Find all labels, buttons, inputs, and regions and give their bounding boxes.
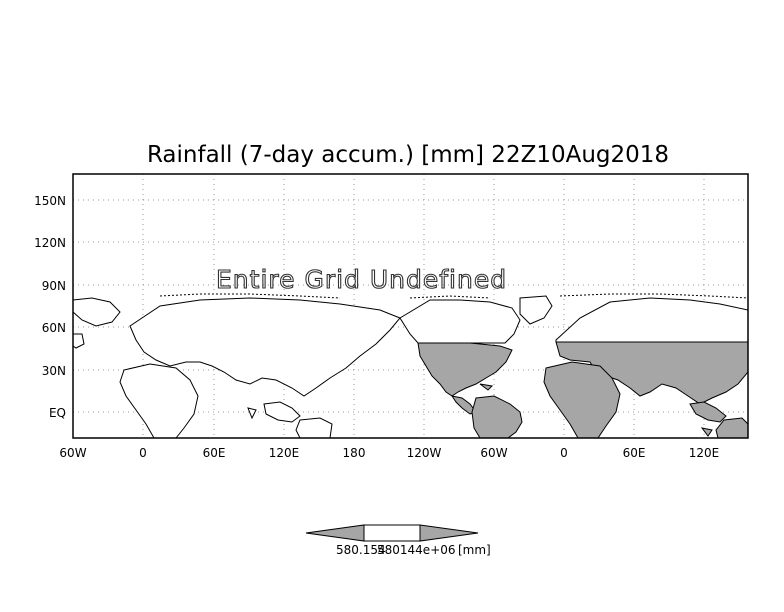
lon-label: 120W bbox=[407, 446, 442, 460]
colorbar-swatch bbox=[363, 524, 421, 542]
eurasia-africa-landmass-east bbox=[543, 297, 749, 439]
colorbar-label-units: [mm] bbox=[458, 543, 491, 557]
colorbar-label-left: 580.154 bbox=[336, 543, 386, 557]
lon-label: 0 bbox=[560, 446, 568, 460]
lat-label: 150N bbox=[34, 194, 66, 208]
lon-label: 120E bbox=[689, 446, 720, 460]
lon-label: 120E bbox=[269, 446, 300, 460]
latitude-axis: 150N 120N 90N 60N 30N EQ bbox=[34, 194, 66, 420]
colorbar-high-triangle bbox=[419, 524, 479, 542]
lat-label: 60N bbox=[42, 321, 66, 335]
eurasia-africa-landmass-west bbox=[72, 297, 401, 439]
arctic-coastlines bbox=[159, 293, 749, 299]
lon-label: 60E bbox=[623, 446, 646, 460]
lat-label: 30N bbox=[42, 364, 66, 378]
lon-label: 60E bbox=[203, 446, 226, 460]
lat-label: 120N bbox=[34, 236, 66, 250]
lat-label: EQ bbox=[49, 406, 66, 420]
undefined-grid-message: Entire Grid Undefined bbox=[216, 265, 507, 294]
americas-landmass bbox=[399, 295, 553, 439]
colorbar-low-triangle bbox=[305, 524, 365, 542]
map-plot-area: Entire Grid Undefined bbox=[72, 173, 749, 439]
longitude-axis: 60W 0 60E 120E 180 120W 60W 0 60E 120E bbox=[59, 446, 719, 460]
colorbar: 580.154 580144e+06 [mm] bbox=[305, 524, 491, 557]
lon-label: 60W bbox=[59, 446, 86, 460]
lon-label: 0 bbox=[139, 446, 147, 460]
lon-label: 180 bbox=[343, 446, 366, 460]
colorbar-label-mid: 580144e+06 bbox=[377, 543, 456, 557]
lon-label: 60W bbox=[480, 446, 507, 460]
lat-label: 90N bbox=[42, 279, 66, 293]
map-frame bbox=[72, 173, 749, 439]
map-title: Rainfall (7-day accum.) [mm] 22Z10Aug201… bbox=[147, 142, 669, 168]
